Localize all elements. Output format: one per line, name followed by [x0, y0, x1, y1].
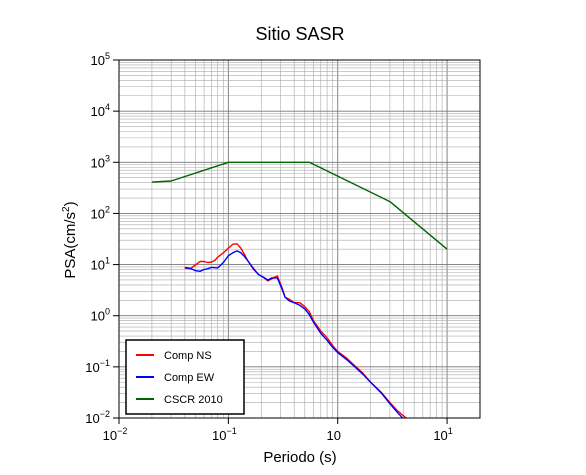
legend-label-comp-ns: Comp NS: [164, 350, 212, 362]
x-tick-label: 101: [433, 426, 452, 443]
y-tick-label: 105: [91, 51, 110, 68]
x-tick-base: 10: [326, 428, 340, 443]
y-tick-exp: 5: [105, 51, 110, 61]
x-tick-label: 10: [326, 428, 340, 443]
plot-frame: [118, 59, 481, 419]
y-tick-label: 102: [91, 204, 110, 221]
y-tick-base: 10: [85, 411, 99, 426]
x-tick-exp: −2: [117, 426, 127, 436]
series-layer: [151, 161, 448, 418]
x-tick-base: 10: [433, 428, 447, 443]
y-tick-label: 104: [91, 102, 110, 119]
y-tick-exp: −1: [100, 358, 110, 368]
y-tick-exp: 2: [105, 204, 110, 214]
y-tick-base: 10: [91, 309, 105, 324]
y-tick-base: 10: [91, 206, 105, 221]
legend-label-cscr-2010: CSCR 2010: [164, 394, 223, 406]
y-tick-base: 10: [91, 53, 105, 68]
y-tick-label: 103: [91, 153, 110, 170]
chart-title: Sitio SASR: [255, 24, 344, 44]
y-tick-label: 100: [91, 307, 110, 324]
y-axis-label-sup: 2: [61, 206, 72, 212]
x-tick-base: 10: [103, 428, 117, 443]
x-axis-label: Periodo (s): [263, 449, 336, 466]
x-tick-base: 10: [212, 428, 226, 443]
y-tick-exp: 3: [105, 153, 110, 163]
x-axis-ticks: 10−2 10−1 10 101: [103, 418, 453, 443]
series-line-cscr-2010: [151, 161, 448, 250]
y-tick-base: 10: [91, 258, 105, 273]
y-tick-base: 10: [85, 360, 99, 375]
y-tick-base: 10: [91, 155, 105, 170]
y-tick-exp: 4: [105, 102, 110, 112]
y-axis-label-close: ): [62, 201, 79, 206]
legend-label-comp-ew: Comp EW: [164, 372, 215, 384]
x-tick-exp: −1: [226, 426, 236, 436]
y-tick-label: 10−1: [85, 358, 110, 375]
y-axis-label-main: PSA(cm/s: [62, 212, 79, 279]
y-tick-label: 101: [91, 256, 110, 273]
y-tick-exp: −2: [100, 409, 110, 419]
series-line-comp-ew: [184, 250, 404, 418]
y-tick-base: 10: [91, 104, 105, 119]
x-tick-label: 10−1: [212, 426, 237, 443]
x-tick-label: 10−2: [103, 426, 128, 443]
y-tick-exp: 0: [105, 307, 110, 317]
series-line-comp-ns: [184, 243, 408, 418]
y-tick-label: 10−2: [85, 409, 110, 426]
y-axis-label: PSA(cm/s2): [61, 201, 79, 278]
legend: Comp NS Comp EW CSCR 2010: [125, 339, 245, 415]
y-tick-exp: 1: [105, 256, 110, 266]
x-tick-exp: 1: [448, 426, 453, 436]
